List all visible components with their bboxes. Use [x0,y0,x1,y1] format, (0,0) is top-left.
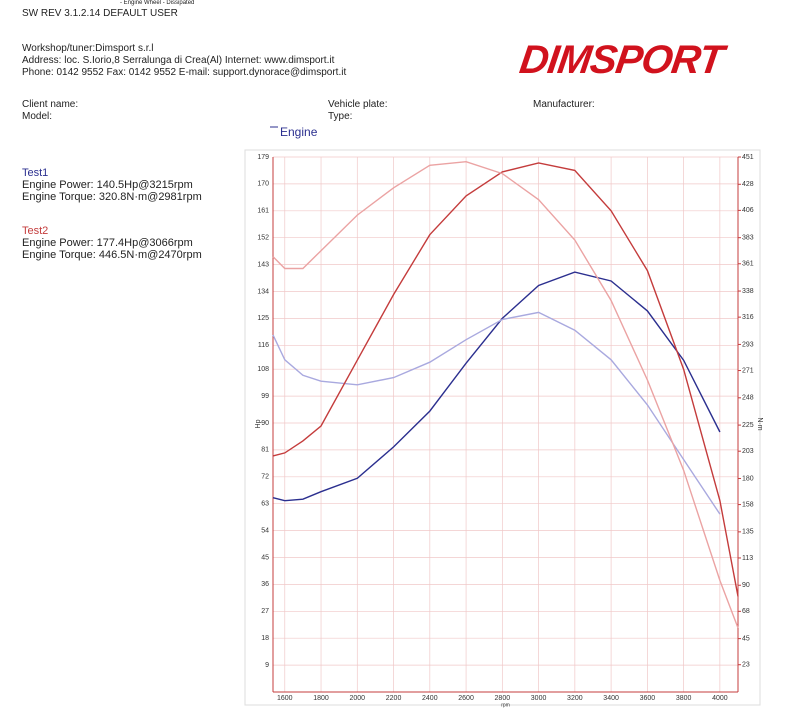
y-tick-label: 63 [261,501,269,508]
y2-tick-label: 90 [742,582,750,589]
y-tick-label: 36 [261,581,269,588]
data-line [272,271,721,502]
y-tick-label: 27 [261,608,269,615]
y-tick-label: 18 [261,635,269,642]
y2-tick-label: 225 [742,422,754,429]
plot-frame [244,149,761,706]
test-power: Engine Power: 177.4Hp@3066rpm [22,237,193,249]
workshop: Workshop/tuner:Dimsport s.r.l [22,43,154,54]
y2-tick-label: 248 [742,395,754,402]
data-line [272,162,739,597]
y-tick-label: 108 [257,366,269,373]
x-tick-label: 3800 [676,695,692,702]
x-tick-label: 2600 [458,695,474,702]
test-torque: Engine Torque: 446.5N·m@2470rpm [22,249,202,261]
y2-tick-label: 203 [742,448,754,455]
x-tick-label: 2800 [495,695,511,702]
y2-tick-label: 406 [742,207,754,214]
y2-tick-label: 293 [742,341,754,348]
y-tick-label: 9 [265,662,269,669]
x-tick-label: 4000 [712,695,728,702]
test-name: Test2 [22,225,49,237]
y-tick-label: 81 [261,447,269,454]
y2-tick-label: 68 [742,608,750,615]
address: Address: loc. S.Iorio,8 Serralunga di Cr… [22,55,335,66]
y2-axis-label: N·m [756,417,763,430]
y2-tick-label: 158 [742,501,754,508]
y-tick-label: 125 [257,315,269,322]
y-tick-label: 72 [261,474,269,481]
y2-tick-label: 338 [742,288,754,295]
x-axis-label: rpm [501,702,510,708]
y-tick-label: 90 [261,420,269,427]
y2-tick-label: 180 [742,475,754,482]
data-line [272,311,721,515]
y2-tick-label: 23 [742,662,750,669]
x-tick-label: 3200 [567,695,583,702]
client: Client name: [22,99,79,110]
y2-tick-label: 383 [742,235,754,242]
y-tick-label: 54 [261,527,269,534]
y2-tick-label: 45 [742,635,750,642]
y2-tick-label: 271 [742,367,754,374]
y-tick-label: 179 [257,154,269,161]
phone: Phone: 0142 9552 Fax: 0142 9552 E-mail: … [22,67,347,78]
y-tick-label: 45 [261,554,269,561]
y-tick-label: 143 [257,261,269,268]
test-power: Engine Power: 140.5Hp@3215rpm [22,179,193,191]
legend: Engine [280,125,318,139]
y-axis-label: Hp [255,419,262,428]
test-name: Test1 [22,167,49,179]
x-tick-label: 1600 [277,695,293,702]
x-tick-label: 3000 [531,695,547,702]
version: SW REV 3.1.2.14 DEFAULT USER [22,8,178,19]
data-line [272,160,739,629]
type: Type: [328,111,353,122]
model: Model: [22,111,53,122]
x-tick-label: 1800 [313,695,329,702]
y2-tick-label: 135 [742,529,754,536]
y2-tick-label: 361 [742,261,754,268]
x-tick-label: 3400 [603,695,619,702]
y-tick-label: 116 [258,342,269,349]
y2-tick-label: 316 [742,314,754,321]
y-tick-label: 152 [257,235,269,242]
y2-tick-label: 428 [742,181,754,188]
plate: Vehicle plate: [328,99,388,110]
y-tick-label: 99 [261,393,269,400]
y2-tick-label: 451 [742,154,754,161]
x-tick-label: 3600 [640,695,656,702]
x-tick-label: 2200 [386,695,402,702]
y-tick-label: 161 [257,208,269,215]
y-tick-label: 134 [257,288,269,295]
y-tick-label: 170 [257,181,269,188]
y2-tick-label: 113 [742,555,753,562]
test-torque: Engine Torque: 320.8N·m@2981rpm [22,191,202,203]
mode: - Engine Wheel - Dissipated [120,0,195,6]
x-tick-label: 2400 [422,695,438,702]
x-tick-label: 2000 [350,695,366,702]
manufacturer: Manufacturer: [533,99,595,110]
